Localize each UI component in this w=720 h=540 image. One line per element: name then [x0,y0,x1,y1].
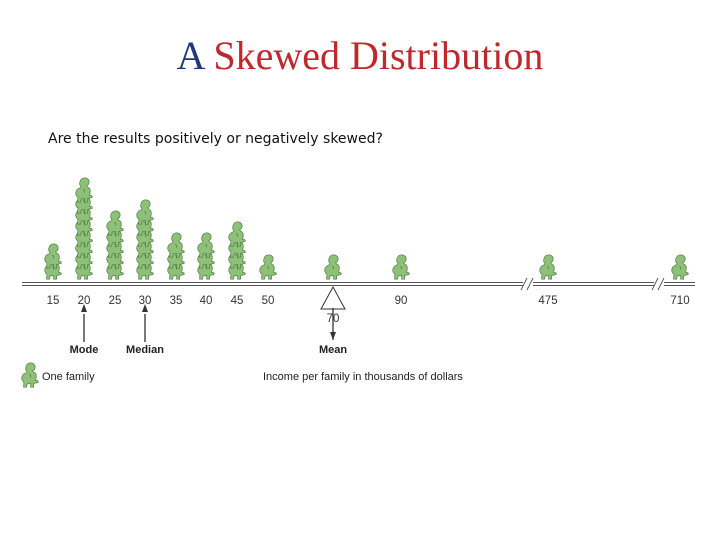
tick-label: 15 [47,295,60,307]
family-figure [539,254,557,280]
mode-label: Mode [70,344,99,356]
median-label: Median [126,344,164,356]
family-figure [671,254,689,280]
mean-fulcrum [320,285,346,310]
slide-title: A Skewed Distribution [0,30,720,82]
family-figures [44,177,689,280]
tick-label: 25 [109,295,122,307]
family-figure [44,243,62,269]
tick-label: 35 [170,295,183,307]
markers: Mode Median Mean One family Income per famil… [21,285,463,388]
family-figure [228,221,246,247]
family-figure [167,232,185,258]
axis-break-mark [526,277,534,291]
legend-figure [21,362,39,388]
axis-break-mark [657,277,665,291]
tick-label: 30 [139,295,152,307]
family-figure [136,199,154,225]
question-text: Are the results positively or negatively… [48,131,383,147]
tick-label: 40 [200,295,213,307]
title-part-1: A [176,33,204,78]
family-figure [197,232,215,258]
tick-label: 90 [395,295,408,307]
mean-label: Mean [319,344,347,356]
median-arrowhead [142,304,148,312]
legend-label: One family [42,371,95,383]
family-figure [392,254,410,280]
title-part-2: Skewed Distribution [213,33,544,78]
tick-label: 50 [262,295,275,307]
tick-label: 475 [538,295,557,307]
x-axis-label: Income per family in thousands of dollar… [263,371,463,383]
family-figure [324,254,342,280]
axis-break-mark [520,277,528,291]
tick-label: 20 [78,295,91,307]
tick-label: 45 [231,295,244,307]
family-figure [75,177,93,203]
mode-arrowhead [81,304,87,312]
axis-break-mark [651,277,659,291]
tick-label: 710 [670,295,689,307]
family-figure [106,210,124,236]
mean-arrowhead [330,332,336,340]
family-figure [259,254,277,280]
